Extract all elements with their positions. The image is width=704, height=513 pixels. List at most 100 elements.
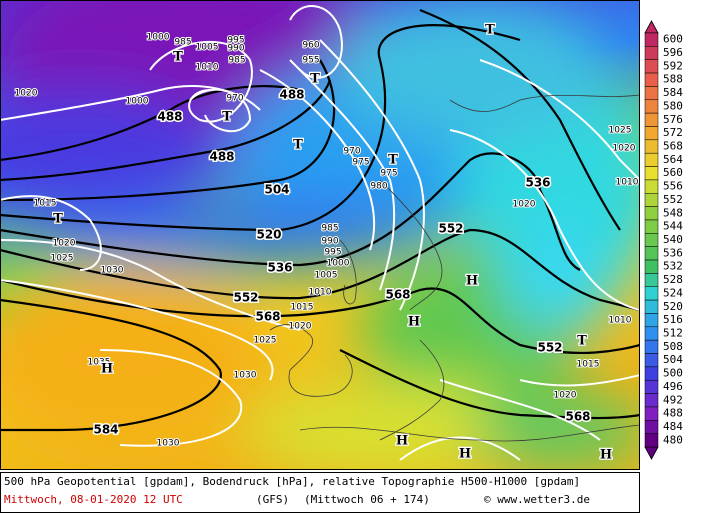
pressure-label: 1010 xyxy=(196,63,219,73)
pressure-label: 975 xyxy=(380,169,397,179)
colorbar-swatch xyxy=(644,339,659,354)
geopotential-label: 568 xyxy=(565,410,590,424)
colorbar-tick-label: 548 xyxy=(663,206,683,219)
colorbar-tick-label: 552 xyxy=(663,193,683,206)
colorbar-arrow-top xyxy=(644,20,659,34)
colorbar-tick-label: 600 xyxy=(663,33,683,46)
pressure-label: 1030 xyxy=(101,266,124,276)
pressure-label: 1020 xyxy=(554,391,577,401)
pressure-label: 1030 xyxy=(157,439,180,449)
colorbar-swatch xyxy=(644,393,659,408)
geopotential-label: 504 xyxy=(264,183,289,197)
geopotential-label: 520 xyxy=(256,228,281,242)
colorbar-swatch xyxy=(644,379,659,394)
colorbar-tick-label: 512 xyxy=(663,326,683,339)
pressure-label: 1020 xyxy=(613,144,636,154)
geopotential-label: 552 xyxy=(537,341,562,355)
colorbar-tick-label: 540 xyxy=(663,233,683,246)
pressure-center: H xyxy=(408,315,420,330)
pressure-label: 970 xyxy=(343,147,360,157)
colorbar-tick-label: 592 xyxy=(663,59,683,72)
colorbar-tick-label: 564 xyxy=(663,153,683,166)
pressure-label: 970 xyxy=(226,94,243,104)
pressure-center: H xyxy=(101,362,113,377)
colorbar-arrow-bottom xyxy=(644,446,659,460)
pressure-center: T xyxy=(173,50,183,65)
colorbar-tick-label: 484 xyxy=(663,420,683,433)
colorbar-swatch xyxy=(644,219,659,234)
colorbar-tick-label: 480 xyxy=(663,433,683,446)
footer-description: 500 hPa Geopotential [gpdam], Bodendruck… xyxy=(4,475,580,488)
colorbar-tick-label: 520 xyxy=(663,300,683,313)
pressure-label: 985 xyxy=(228,56,245,66)
pressure-label: 1005 xyxy=(196,43,219,53)
colorbar-tick-label: 576 xyxy=(663,113,683,126)
geopotential-label: 552 xyxy=(438,222,463,236)
geopotential-label: 488 xyxy=(209,150,234,164)
pressure-label: 1020 xyxy=(289,322,312,332)
pressure-isobars xyxy=(0,5,640,461)
footer-copyright: © www.wetter3.de xyxy=(484,493,590,506)
colorbar-swatch xyxy=(644,32,659,47)
coastlines xyxy=(269,94,640,442)
colorbar-tick-label: 528 xyxy=(663,273,683,286)
pressure-center: H xyxy=(459,447,471,462)
colorbar-tick-label: 532 xyxy=(663,260,683,273)
colorbar-tick-label: 568 xyxy=(663,140,683,153)
colorbar: 6005965925885845805765725685645605565525… xyxy=(644,20,683,460)
pressure-label: 980 xyxy=(370,182,387,192)
geopotential-label: 584 xyxy=(93,423,118,437)
pressure-label: 1000 xyxy=(327,259,350,269)
pressure-label: 975 xyxy=(352,158,369,168)
colorbar-swatch xyxy=(644,72,659,87)
colorbar-swatch xyxy=(644,353,659,368)
colorbar-tick-label: 492 xyxy=(663,393,683,406)
colorbar-swatch xyxy=(644,420,659,434)
colorbar-swatch xyxy=(644,206,659,221)
pressure-label: 985 xyxy=(174,38,191,48)
pressure-center: T xyxy=(310,72,320,87)
pressure-center: T xyxy=(53,212,63,227)
colorbar-swatch xyxy=(644,179,659,194)
footer-run: (Mittwoch 06 + 174) xyxy=(304,493,430,506)
pressure-label: 1025 xyxy=(609,126,632,136)
geopotential-label: 568 xyxy=(255,310,280,324)
pressure-label: 990 xyxy=(227,44,244,54)
pressure-label: 1005 xyxy=(315,271,338,281)
colorbar-swatch xyxy=(644,126,659,141)
pressure-label: 1010 xyxy=(616,178,639,188)
pressure-label: 1020 xyxy=(513,200,536,210)
geopotential-label: 488 xyxy=(157,110,182,124)
pressure-center: T xyxy=(485,23,495,38)
pressure-label: 995 xyxy=(227,36,244,46)
pressure-label: 1025 xyxy=(51,254,74,264)
colorbar-swatch xyxy=(644,313,659,328)
colorbar-tick-label: 544 xyxy=(663,220,683,233)
pressure-label: 990 xyxy=(321,237,338,247)
pressure-center: T xyxy=(577,334,587,349)
geopotential-label: 536 xyxy=(267,261,292,275)
geopotential-label: 568 xyxy=(385,288,410,302)
colorbar-swatch xyxy=(644,193,659,207)
colorbar-swatch xyxy=(644,86,659,101)
colorbar-swatch xyxy=(644,433,659,448)
colorbar-swatch xyxy=(644,286,659,301)
colorbar-tick-label: 496 xyxy=(663,380,683,393)
pressure-label: 1020 xyxy=(53,239,76,249)
colorbar-swatch xyxy=(644,139,659,154)
pressure-label: 995 xyxy=(324,248,341,258)
colorbar-tick-label: 524 xyxy=(663,286,683,299)
colorbar-tick-label: 556 xyxy=(663,180,683,193)
colorbar-tick-label: 560 xyxy=(663,166,683,179)
colorbar-swatch xyxy=(644,59,659,74)
geopotential-label: 536 xyxy=(525,176,550,190)
colorbar-swatch xyxy=(644,326,659,341)
pressure-center: T xyxy=(388,153,398,168)
pressure-label: 1025 xyxy=(254,336,277,346)
colorbar-swatch xyxy=(644,152,659,167)
pressure-center: T xyxy=(222,110,232,125)
map-area xyxy=(0,0,640,470)
pressure-label: 1010 xyxy=(309,288,332,298)
colorbar-tick-label: 504 xyxy=(663,353,683,366)
